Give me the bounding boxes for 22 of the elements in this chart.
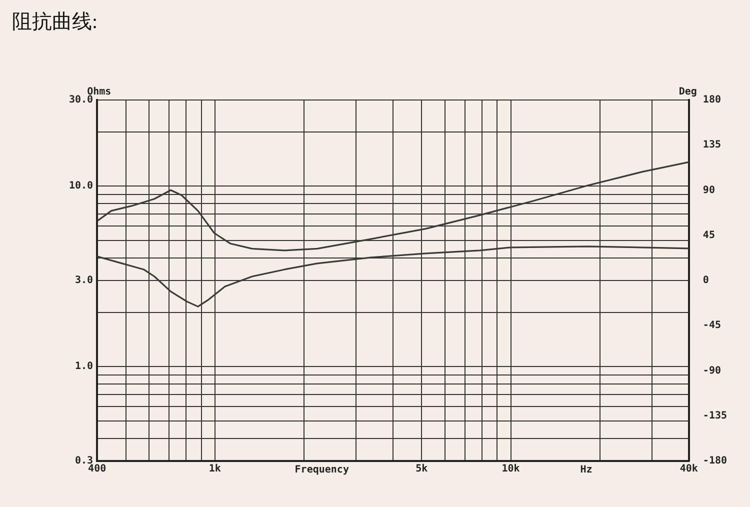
y2-tick-label: 45	[702, 230, 715, 241]
y-tick-label: 30.0	[68, 94, 94, 106]
x-tick-label: 5k	[416, 464, 428, 475]
y-tick-label: 10.0	[68, 180, 94, 192]
x-tick-label: 10k	[502, 464, 520, 475]
x-tick-label: 40k	[680, 464, 698, 475]
y2-tick-label: 0	[702, 275, 709, 286]
y-tick-label: 3.0	[75, 275, 94, 286]
y2-tick-label: -180	[702, 456, 728, 467]
y2-tick-label: 135	[702, 140, 721, 151]
x-tick-label: 400	[88, 464, 106, 475]
y2-tick-label: -45	[702, 320, 721, 332]
x-axis-title: Frequency	[294, 464, 349, 476]
y2-tick-label: 180	[702, 94, 721, 106]
y2-tick-label: -135	[702, 410, 728, 422]
y2-tick-label: -90	[702, 365, 721, 376]
y-tick-label: 1.0	[75, 361, 94, 372]
text: Hz	[580, 464, 592, 476]
y2-axis-title: Deg	[678, 86, 697, 98]
chart-title: 阻抗曲线:	[12, 10, 98, 35]
x-tick-label: 1k	[208, 464, 221, 475]
y2-tick-label: 90	[702, 184, 715, 196]
